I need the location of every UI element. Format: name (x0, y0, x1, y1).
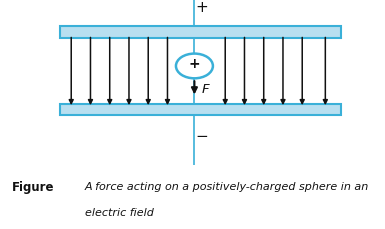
Text: electric field: electric field (85, 208, 154, 218)
Text: Figure: Figure (12, 181, 54, 194)
Ellipse shape (176, 54, 213, 78)
Text: A force acting on a positively-charged sphere in an: A force acting on a positively-charged s… (85, 182, 369, 192)
Text: −: − (196, 128, 209, 144)
Bar (60, 104, 341, 115)
Text: F: F (202, 83, 210, 96)
Bar (60, 26, 341, 38)
Text: +: + (196, 0, 209, 15)
Text: +: + (189, 57, 200, 71)
